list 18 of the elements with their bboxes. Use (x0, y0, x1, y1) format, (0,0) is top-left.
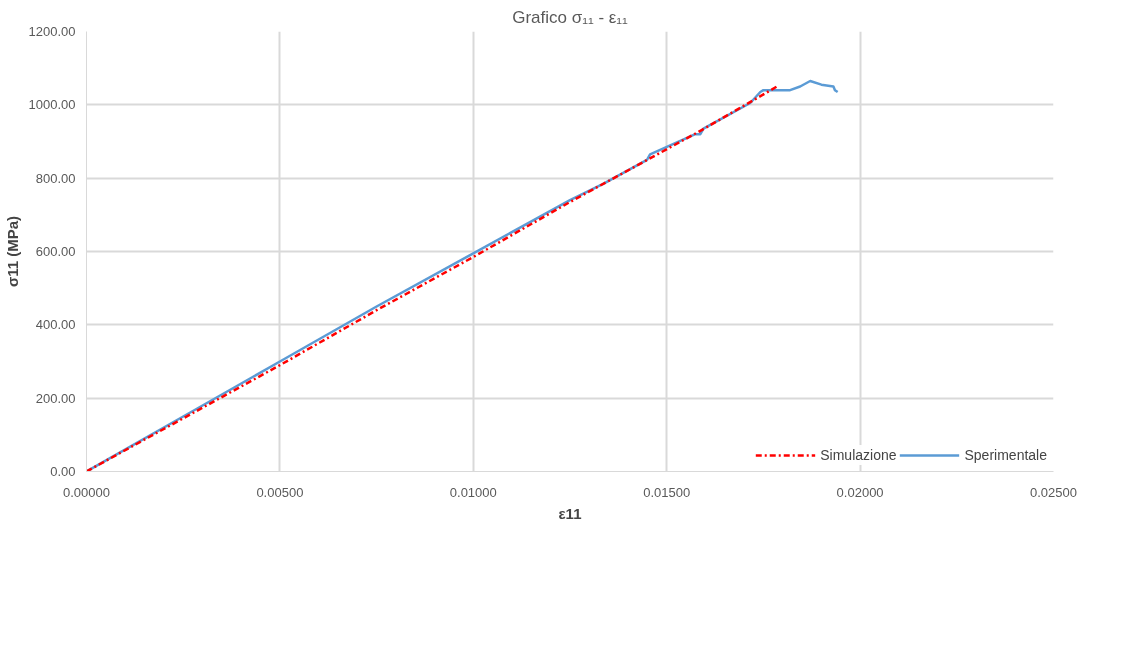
y-tick-label: 1200.00 (28, 24, 76, 39)
legend-label: Simulazione (820, 447, 897, 463)
x-axis-title: ε11 (558, 504, 582, 522)
x-tick-label: 0.00000 (63, 484, 110, 500)
x-tick-label: 0.01000 (449, 484, 497, 500)
y-tick-label: 200.00 (35, 390, 76, 406)
x-tick-label: 0.01500 (643, 484, 691, 500)
y-tick-label: 400.00 (35, 317, 76, 333)
y-tick-label: 1000.00 (28, 97, 76, 113)
x-tick-label: 0.02500 (1030, 484, 1077, 500)
y-tick-label: 600.00 (35, 244, 76, 259)
x-tick-label: 0.02000 (836, 484, 884, 500)
y-tick-label: 0.00 (50, 464, 76, 479)
chart-title: Grafico σ₁₁ - ε₁₁ (512, 7, 629, 27)
x-tick-label: 0.00500 (256, 484, 304, 500)
y-axis-title: σ11 (MPa) (3, 215, 21, 288)
y-tick-label: 800.00 (35, 170, 76, 186)
legend-label: Sperimentale (964, 447, 1047, 463)
